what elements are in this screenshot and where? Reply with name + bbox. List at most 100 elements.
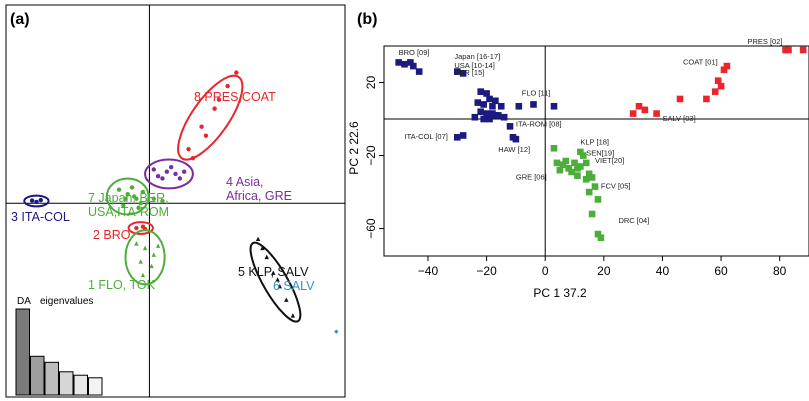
inset-label-da: DA xyxy=(17,296,31,307)
group-point xyxy=(123,196,128,201)
point-annotation: SALV [03] xyxy=(662,114,695,123)
data-point xyxy=(723,62,731,70)
group-point xyxy=(277,283,283,289)
panel-b-label: (b) xyxy=(357,11,377,28)
data-point xyxy=(588,210,596,218)
data-point xyxy=(477,88,485,95)
data-point xyxy=(711,88,719,95)
data-point xyxy=(486,95,493,103)
group-point xyxy=(334,329,339,334)
group-label: 1 FLO, TOK xyxy=(88,278,156,292)
series-2 xyxy=(550,144,605,242)
x-tick-label: 20 xyxy=(597,264,611,278)
x-tick-label: 40 xyxy=(656,264,670,278)
point-annotation: SEN[19] xyxy=(586,149,614,158)
point-annotation: Japan [16-17] xyxy=(454,52,500,61)
data-point xyxy=(588,174,596,181)
data-point xyxy=(530,101,537,108)
group-point xyxy=(290,313,296,318)
data-point xyxy=(591,183,599,190)
point-annotation: FCV [05] xyxy=(601,181,631,190)
group-5: 8 PRES,COAT xyxy=(177,70,276,161)
data-point xyxy=(641,106,649,114)
group-point xyxy=(212,106,217,111)
data-point xyxy=(483,90,490,97)
group-point xyxy=(29,198,35,203)
data-point xyxy=(585,170,593,178)
group-label: 3 ITA-COL xyxy=(11,210,70,224)
data-point xyxy=(492,112,499,119)
y-tick-label: −60 xyxy=(364,218,378,239)
group-ellipse xyxy=(249,241,302,323)
point-annotation: GRE [06] xyxy=(516,172,547,181)
point-annotation: ITA-ROM [08] xyxy=(516,119,562,128)
group-point xyxy=(134,225,139,231)
group-point xyxy=(160,198,165,204)
group-ellipse xyxy=(124,229,166,286)
group-ellipse xyxy=(144,158,194,190)
point-annotation: BER [15] xyxy=(454,68,484,77)
group-point xyxy=(132,194,137,199)
data-point xyxy=(471,113,479,121)
data-point xyxy=(483,110,490,117)
group-point xyxy=(275,277,280,282)
group-point xyxy=(138,201,143,206)
data-point xyxy=(565,165,572,172)
group-point xyxy=(216,97,222,102)
group-point xyxy=(255,236,261,242)
data-point xyxy=(401,60,408,68)
eigenvalue-bar xyxy=(44,361,59,396)
data-point xyxy=(597,234,605,242)
data-point xyxy=(459,70,467,77)
group-point xyxy=(177,176,183,181)
point-annotation: FLO [11] xyxy=(522,88,551,97)
group-point xyxy=(151,196,156,201)
group-label: 8 PRES,COAT xyxy=(194,90,276,104)
eigenvalue-bar xyxy=(59,371,74,396)
group-point xyxy=(168,165,174,170)
data-point xyxy=(515,102,523,110)
data-point xyxy=(553,159,561,167)
data-point xyxy=(562,157,570,165)
data-point xyxy=(500,113,508,121)
x-tick-label: −20 xyxy=(476,264,497,278)
y-tick-label: −20 xyxy=(364,145,378,166)
y-axis-label: PC 2 22.6 xyxy=(347,121,361,175)
data-point xyxy=(559,161,567,168)
data-point xyxy=(556,166,564,174)
x-axis-label: PC 1 37.2 xyxy=(533,286,587,300)
data-point xyxy=(676,95,684,103)
data-point xyxy=(512,135,520,143)
data-point xyxy=(799,46,807,54)
data-point xyxy=(489,102,496,110)
data-point xyxy=(492,97,499,105)
data-point xyxy=(582,176,590,183)
group-0: 3 ITA-COL xyxy=(11,194,70,224)
data-point xyxy=(582,159,590,167)
group-point xyxy=(203,133,209,138)
data-point xyxy=(459,132,467,139)
group-point xyxy=(140,272,146,278)
group-point xyxy=(234,70,239,75)
data-point xyxy=(635,102,643,110)
group-label: 2 BRO xyxy=(93,228,131,242)
point-annotation: KLP [18] xyxy=(580,138,609,147)
group-label: 7 Japan, BER, USA,ITA-ROM xyxy=(88,191,169,219)
data-point xyxy=(410,62,417,70)
group-point xyxy=(38,197,43,203)
panel-b-plot-frame xyxy=(383,45,809,257)
data-point xyxy=(474,99,482,106)
data-point xyxy=(568,168,575,176)
group-point xyxy=(173,171,178,177)
x-tick-label: −40 xyxy=(418,264,439,278)
data-point xyxy=(395,59,402,66)
group-label: 4 Asia, Africa, GRE xyxy=(226,175,292,203)
x-tick-label: 60 xyxy=(714,264,728,278)
group-4: 4 Asia, Africa, GRE xyxy=(144,158,292,203)
data-point xyxy=(497,102,505,110)
group-6: 5 KLP, SALV xyxy=(238,236,309,323)
data-point xyxy=(714,77,722,84)
group-ellipse xyxy=(105,177,150,216)
group-point xyxy=(160,176,165,181)
